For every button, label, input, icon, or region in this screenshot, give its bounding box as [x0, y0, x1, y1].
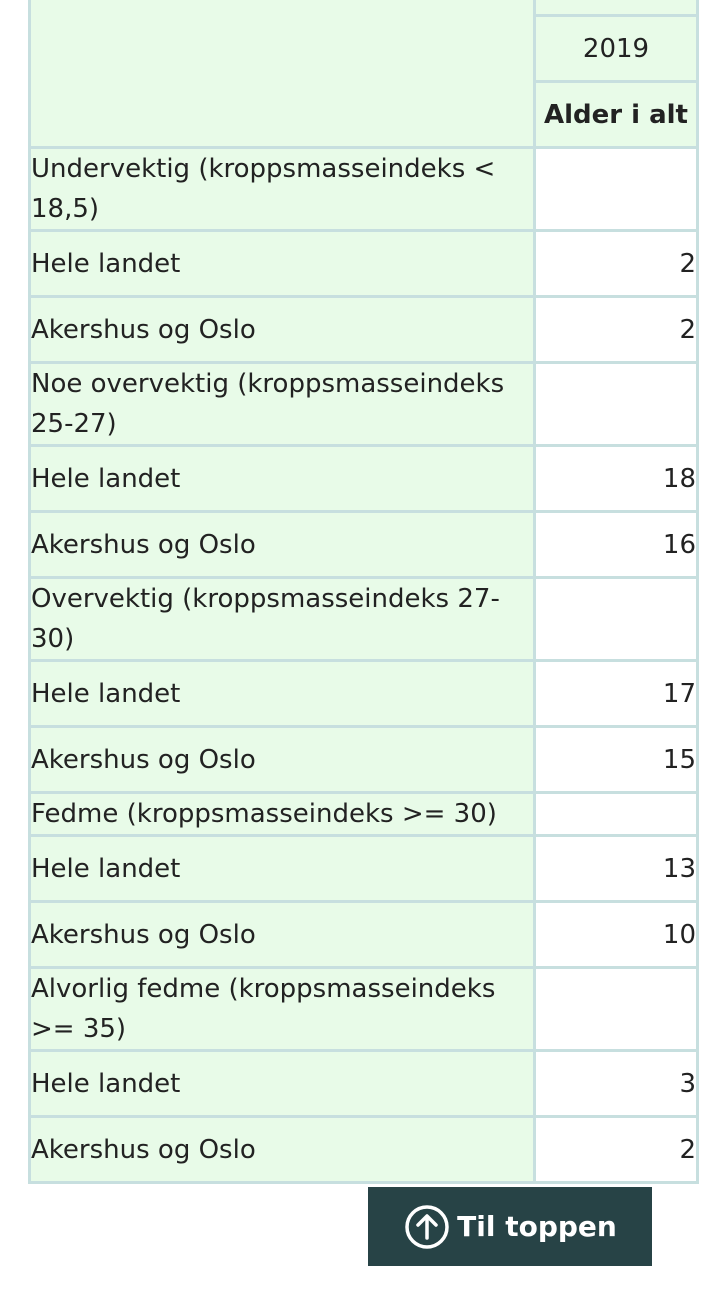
value-cell: 18: [533, 444, 699, 513]
category-empty-cell: [533, 361, 699, 447]
table-row: Hele landet 17: [28, 659, 699, 728]
value-cell: 3: [533, 1049, 699, 1118]
category-label: Noe overvektig (kroppsmasseindeks 25-27): [28, 361, 536, 447]
value-cell: 13: [533, 834, 699, 903]
arrow-up-circle-icon: [403, 1203, 451, 1251]
statistics-table: 2019 Alder i alt Undervektig (kroppsmass…: [28, 0, 699, 1184]
value-cell: 10: [533, 900, 699, 969]
table-row: Hele landet 13: [28, 834, 699, 903]
category-empty-cell: [533, 966, 699, 1052]
table-row: Akershus og Oslo 15: [28, 725, 699, 794]
category-label: Fedme (kroppsmasseindeks >= 30): [28, 791, 536, 837]
region-label: Akershus og Oslo: [28, 1115, 536, 1184]
age-header: Alder i alt: [533, 80, 699, 149]
region-label: Hele landet: [28, 659, 536, 728]
table-row: Akershus og Oslo 2: [28, 1115, 699, 1184]
category-row: Noe overvektig (kroppsmasseindeks 25-27): [28, 361, 699, 447]
category-row: Overvektig (kroppsmasseindeks 27-30): [28, 576, 699, 662]
region-label: Akershus og Oslo: [28, 725, 536, 794]
category-empty-cell: [533, 791, 699, 837]
header-spacer-cell: [533, 0, 699, 17]
header-row-top: [28, 0, 699, 149]
back-to-top-label: Til toppen: [457, 1210, 617, 1243]
table-row: Akershus og Oslo 16: [28, 510, 699, 579]
header-corner-cell: [28, 0, 536, 149]
region-label: Akershus og Oslo: [28, 900, 536, 969]
header-row-year: 2019: [30, 14, 699, 83]
back-to-top-button[interactable]: Til toppen: [368, 1187, 652, 1266]
category-label: Alvorlig fedme (kroppsmasseindeks >= 35): [28, 966, 536, 1052]
category-row: Fedme (kroppsmasseindeks >= 30): [28, 791, 699, 837]
table-body: Undervektig (kroppsmasseindeks < 18,5) H…: [28, 146, 699, 1184]
category-label: Overvektig (kroppsmasseindeks 27-30): [28, 576, 536, 662]
region-label: Akershus og Oslo: [28, 510, 536, 579]
region-label: Hele landet: [28, 1049, 536, 1118]
category-row: Alvorlig fedme (kroppsmasseindeks >= 35): [28, 966, 699, 1052]
region-label: Akershus og Oslo: [28, 295, 536, 364]
region-label: Hele landet: [28, 834, 536, 903]
table-row: Akershus og Oslo 10: [28, 900, 699, 969]
category-empty-cell: [533, 146, 699, 232]
category-row: Undervektig (kroppsmasseindeks < 18,5): [28, 146, 699, 232]
table-row: Hele landet 2: [28, 229, 699, 298]
table-row: Hele landet 3: [28, 1049, 699, 1118]
category-empty-cell: [533, 576, 699, 662]
header-row-age: Alder i alt: [30, 80, 699, 149]
category-label: Undervektig (kroppsmasseindeks < 18,5): [28, 146, 536, 232]
table-header: 2019 Alder i alt: [28, 0, 699, 149]
region-label: Hele landet: [28, 444, 536, 513]
value-cell: 17: [533, 659, 699, 728]
table-row: Hele landet 18: [28, 444, 699, 513]
value-cell: 2: [533, 295, 699, 364]
table-row: Akershus og Oslo 2: [28, 295, 699, 364]
region-label: Hele landet: [28, 229, 536, 298]
year-header: 2019: [533, 14, 699, 83]
value-cell: 2: [533, 229, 699, 298]
value-cell: 16: [533, 510, 699, 579]
value-cell: 2: [533, 1115, 699, 1184]
value-cell: 15: [533, 725, 699, 794]
